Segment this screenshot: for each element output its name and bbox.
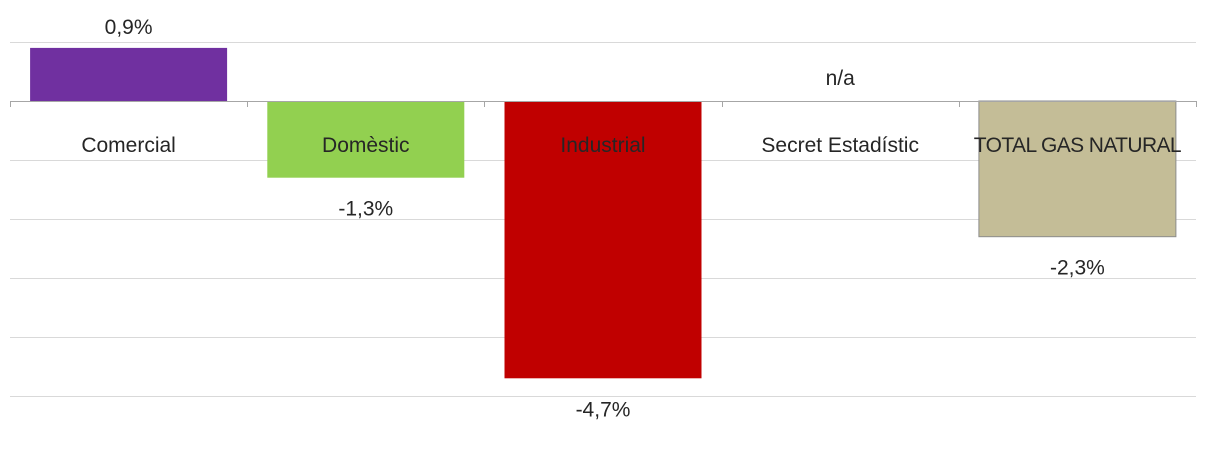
category-axis: Comercial Domèstic Industrial Secret Estadí… (10, 101, 1197, 157)
category-label: Comercial (81, 134, 176, 157)
data-labels: 0,9% -1,3% -4,7% n/a -2,3% (105, 16, 1105, 421)
bars (30, 47, 1177, 379)
category-label: Domèstic (322, 134, 410, 157)
data-label: -4,7% (576, 398, 631, 421)
category-label: Secret Estadístic (761, 134, 919, 157)
data-label: 0,9% (105, 16, 153, 39)
bar-comercial (30, 47, 228, 101)
data-label: n/a (826, 67, 856, 90)
category-label: Industrial (560, 134, 645, 157)
category-label: TOTAL GAS NATURAL (974, 134, 1181, 157)
bar-industrial (504, 101, 702, 379)
data-label: -1,3% (338, 198, 393, 221)
bar-dom-stic (267, 101, 465, 178)
data-label: -2,3% (1050, 257, 1105, 280)
bar-total-gas-natural (978, 100, 1177, 238)
